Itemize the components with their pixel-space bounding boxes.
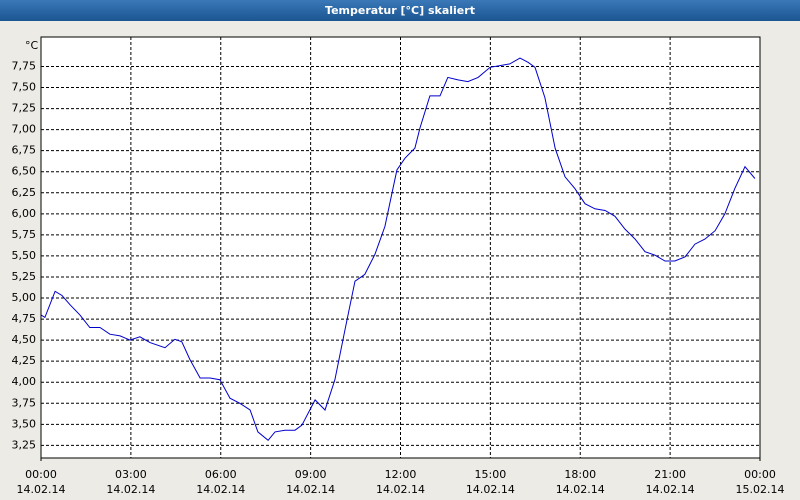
x-tick-date: 14.02.14 bbox=[17, 483, 66, 496]
y-tick-label: 7,50 bbox=[12, 81, 37, 94]
x-tick-label: 21:00 bbox=[654, 468, 686, 481]
y-tick-label: 4,75 bbox=[12, 312, 37, 325]
y-tick-label: 6,75 bbox=[12, 144, 37, 157]
y-tick-label: 5,50 bbox=[12, 249, 37, 262]
y-tick-label: 3,75 bbox=[12, 396, 37, 409]
x-tick-date: 14.02.14 bbox=[376, 483, 425, 496]
y-tick-label: 7,25 bbox=[12, 102, 37, 115]
y-tick-label: 4,50 bbox=[12, 333, 37, 346]
chart-title: Temperatur [°C] skaliert bbox=[325, 4, 475, 17]
x-tick-label: 03:00 bbox=[115, 468, 147, 481]
x-tick-label: 00:00 bbox=[25, 468, 57, 481]
y-tick-label: 3,50 bbox=[12, 417, 37, 430]
x-tick-date: 14.02.14 bbox=[556, 483, 605, 496]
y-tick-label: 6,25 bbox=[12, 186, 37, 199]
x-tick-label: 09:00 bbox=[295, 468, 327, 481]
x-tick-date: 14.02.14 bbox=[466, 483, 515, 496]
x-tick-label: 12:00 bbox=[385, 468, 417, 481]
y-tick-label: 7,75 bbox=[12, 59, 37, 72]
x-tick-label: 06:00 bbox=[205, 468, 237, 481]
x-tick-label: 15:00 bbox=[475, 468, 507, 481]
y-tick-label: 4,00 bbox=[12, 375, 37, 388]
x-tick-date: 14.02.14 bbox=[196, 483, 245, 496]
x-tick-date: 15.02.14 bbox=[736, 483, 785, 496]
y-tick-label: 6,00 bbox=[12, 207, 37, 220]
data-line bbox=[40, 57, 756, 442]
y-tick-label: 3,25 bbox=[12, 438, 37, 451]
y-tick-label: 5,00 bbox=[12, 291, 37, 304]
x-tick-date: 14.02.14 bbox=[286, 483, 335, 496]
y-tick-label: 5,75 bbox=[12, 228, 37, 241]
x-tick-date: 14.02.14 bbox=[646, 483, 695, 496]
y-tick-label: 6,50 bbox=[12, 165, 37, 178]
x-tick-date: 14.02.14 bbox=[106, 483, 155, 496]
y-tick-label: 7,00 bbox=[12, 123, 37, 136]
x-tick-label: 18:00 bbox=[564, 468, 596, 481]
title-bar bbox=[0, 0, 800, 21]
y-tick-label: 5,25 bbox=[12, 270, 37, 283]
y-unit-label: °C bbox=[25, 39, 39, 52]
x-tick-label: 00:00 bbox=[744, 468, 776, 481]
y-tick-label: 4,25 bbox=[12, 354, 37, 367]
